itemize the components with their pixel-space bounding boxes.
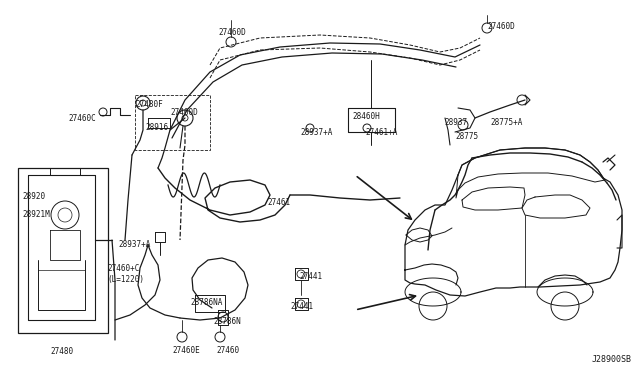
Text: 27460C: 27460C <box>68 114 96 123</box>
Text: 27461+A: 27461+A <box>365 128 397 137</box>
Text: 27460D: 27460D <box>487 22 515 31</box>
Text: 27461: 27461 <box>267 198 290 207</box>
Text: 27460: 27460 <box>216 346 239 355</box>
Text: 27480: 27480 <box>50 347 73 356</box>
Text: 28775: 28775 <box>455 132 478 141</box>
Text: 28937: 28937 <box>444 118 467 127</box>
Text: 28921M: 28921M <box>22 210 50 219</box>
Text: (L=1220): (L=1220) <box>107 275 144 284</box>
Text: 27460D: 27460D <box>218 28 246 37</box>
Bar <box>135 95 210 150</box>
Text: 28775+A: 28775+A <box>490 118 522 127</box>
Text: 27441: 27441 <box>290 302 313 311</box>
Text: 28937+A: 28937+A <box>118 240 150 249</box>
Text: 28920: 28920 <box>22 192 45 201</box>
Text: 27460E: 27460E <box>172 346 200 355</box>
Text: 27460D: 27460D <box>170 108 198 117</box>
Text: 28786N: 28786N <box>213 317 241 326</box>
Text: 28937+A: 28937+A <box>300 128 332 137</box>
Text: 28786NA: 28786NA <box>190 298 222 307</box>
Text: 28460H: 28460H <box>352 112 380 121</box>
Text: 27480F: 27480F <box>135 100 163 109</box>
Bar <box>18 168 108 333</box>
Text: J28900SB: J28900SB <box>592 355 632 364</box>
Text: 27441: 27441 <box>299 272 322 281</box>
Text: 27460+C: 27460+C <box>107 264 140 273</box>
Text: 28916: 28916 <box>145 123 168 132</box>
